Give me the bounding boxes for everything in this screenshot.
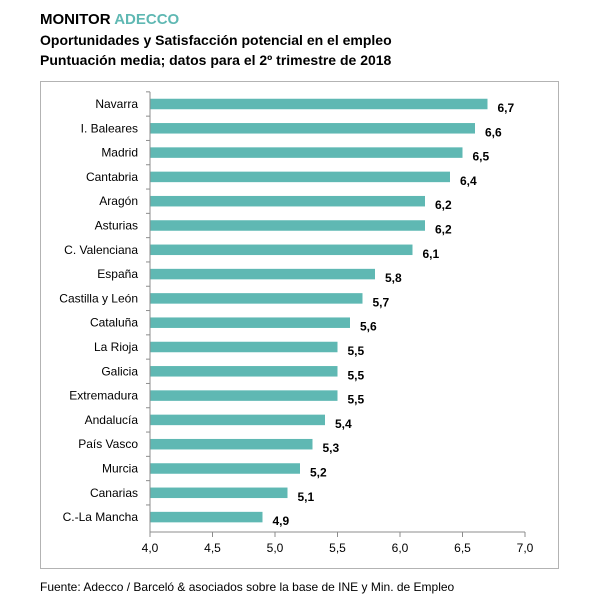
chart-title: Oportunidades y Satisfacción potencial e… (40, 32, 392, 48)
category-label: España (97, 267, 138, 281)
category-label: Castilla y León (59, 291, 138, 305)
category-label: I. Baleares (81, 121, 138, 135)
chart-subtitle: Puntuación media; datos para el 2º trime… (40, 52, 392, 68)
bar (150, 98, 488, 110)
data-label: 6,6 (485, 125, 502, 139)
data-label: 5,3 (323, 441, 340, 455)
category-label: Cantabria (86, 170, 138, 184)
bar (150, 463, 300, 474)
data-label: 6,1 (423, 247, 440, 261)
x-tick-label: 6,0 (392, 541, 409, 555)
bar (150, 220, 425, 231)
category-label: Cataluña (90, 316, 138, 330)
category-label: Canarias (90, 486, 138, 500)
category-label: C.-La Mancha (63, 510, 139, 524)
category-label: La Rioja (94, 340, 138, 354)
data-label: 6,5 (473, 150, 490, 164)
bar (150, 390, 338, 401)
data-label: 5,7 (373, 295, 390, 309)
bar (150, 123, 475, 134)
data-label: 5,5 (348, 368, 365, 382)
data-label: 6,7 (498, 101, 515, 115)
source-note: Fuente: Adecco / Barceló & asociados sob… (40, 580, 455, 594)
brand-title: MONITOR ADECCO (40, 10, 392, 30)
category-label: Asturias (95, 219, 138, 233)
bar (150, 438, 313, 450)
bar (150, 317, 350, 328)
x-tick-label: 4,5 (204, 541, 221, 555)
category-label: Navarra (95, 97, 138, 111)
category-label: País Vasco (78, 437, 138, 451)
data-label: 5,1 (298, 490, 315, 504)
data-label: 5,5 (348, 344, 365, 358)
data-label: 5,2 (310, 466, 327, 480)
category-label: Galicia (101, 364, 138, 378)
bar (150, 341, 338, 353)
data-label: 4,9 (273, 514, 290, 528)
bar (150, 366, 338, 377)
x-tick-label: 7,0 (517, 541, 534, 555)
data-label: 6,2 (435, 223, 452, 237)
bar (150, 147, 463, 158)
data-label: 5,6 (360, 320, 377, 334)
category-label: Madrid (101, 146, 138, 160)
bar (150, 487, 288, 499)
x-tick-label: 5,5 (329, 541, 346, 555)
bar (150, 171, 450, 183)
bar (150, 268, 375, 280)
bar (150, 195, 425, 207)
chart-frame (40, 81, 559, 569)
chart-header: MONITOR ADECCO Oportunidades y Satisfacc… (40, 10, 392, 70)
data-label: 5,8 (385, 271, 402, 285)
data-label: 5,4 (335, 417, 352, 431)
data-label: 6,2 (435, 198, 452, 212)
bar (150, 511, 263, 523)
x-tick-label: 4,0 (142, 541, 159, 555)
bar (150, 414, 325, 426)
bar (150, 293, 363, 304)
x-tick-label: 5,0 (267, 541, 284, 555)
data-label: 6,4 (460, 174, 477, 188)
data-label: 5,5 (348, 393, 365, 407)
category-label: Murcia (102, 462, 138, 476)
category-label: Aragón (99, 194, 138, 208)
x-tick-label: 6,5 (454, 541, 471, 555)
category-label: Extremadura (69, 389, 138, 403)
brand-accent: ADECCO (114, 11, 180, 28)
category-label: Andalucía (85, 413, 139, 427)
bar (150, 244, 413, 256)
category-label: C. Valenciana (64, 243, 138, 257)
brand-main: MONITOR (40, 11, 111, 28)
